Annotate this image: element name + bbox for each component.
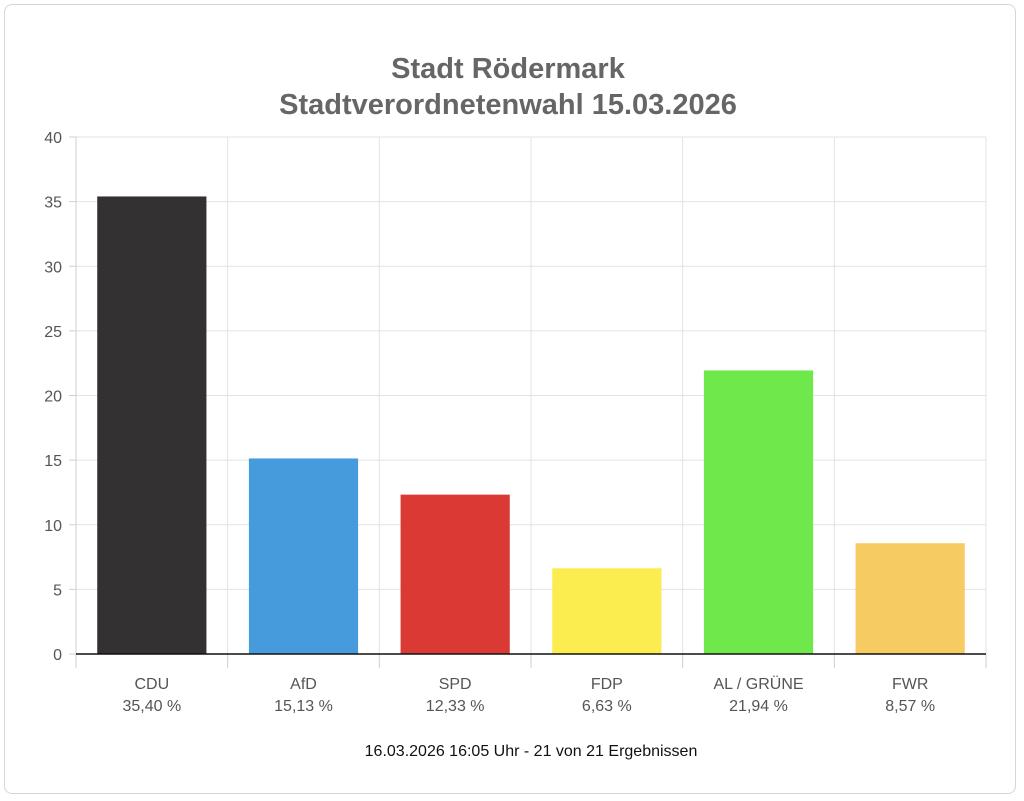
- y-tick-label: 25: [44, 324, 62, 341]
- x-value-label: 8,57 %: [885, 698, 935, 715]
- bar-fwr: [855, 543, 965, 654]
- labels: 0 5 10 15 20 25 30 35 40 CDU 35,40 % AfD 15,13 % SPD 1…: [44, 130, 935, 715]
- x-value-label: 35,40 %: [122, 698, 181, 715]
- bar-spd: [400, 494, 510, 654]
- x-category-label: CDU: [134, 676, 169, 693]
- bar-afd: [248, 458, 359, 654]
- y-tick-label: 35: [44, 195, 62, 212]
- bar-fdp: [552, 568, 662, 654]
- chart-title-line-2: Stadtverordnetenwahl 15.03.2026: [279, 89, 737, 121]
- x-category-label: SPD: [439, 676, 472, 693]
- grid-lines: [75, 136, 987, 654]
- y-tick-label: 0: [53, 647, 62, 664]
- x-category-label: AfD: [290, 676, 317, 693]
- y-tick-label: 30: [44, 259, 62, 276]
- x-value-label: 21,94 %: [729, 698, 788, 715]
- chart-title-line-1: Stadt Rödermark: [391, 53, 626, 85]
- x-value-label: 6,63 %: [582, 698, 632, 715]
- bar-cdu: [97, 196, 207, 654]
- y-tick-label: 20: [44, 389, 62, 406]
- y-tick-label: 15: [44, 453, 62, 470]
- x-category-label: FWR: [892, 676, 928, 693]
- y-tick-label: 10: [44, 518, 62, 535]
- axes: [69, 136, 987, 668]
- results-footer: 16.03.2026 16:05 Uhr - 21 von 21 Ergebni…: [365, 743, 698, 760]
- x-category-label: AL / GRÜNE: [713, 675, 803, 693]
- bars: [97, 196, 965, 654]
- x-value-label: 15,13 %: [274, 698, 333, 715]
- bar-al-grüne: [703, 370, 814, 654]
- y-tick-label: 5: [53, 582, 62, 599]
- y-tick-label: 40: [44, 130, 62, 147]
- x-value-label: 12,33 %: [426, 698, 485, 715]
- x-category-label: FDP: [591, 676, 623, 693]
